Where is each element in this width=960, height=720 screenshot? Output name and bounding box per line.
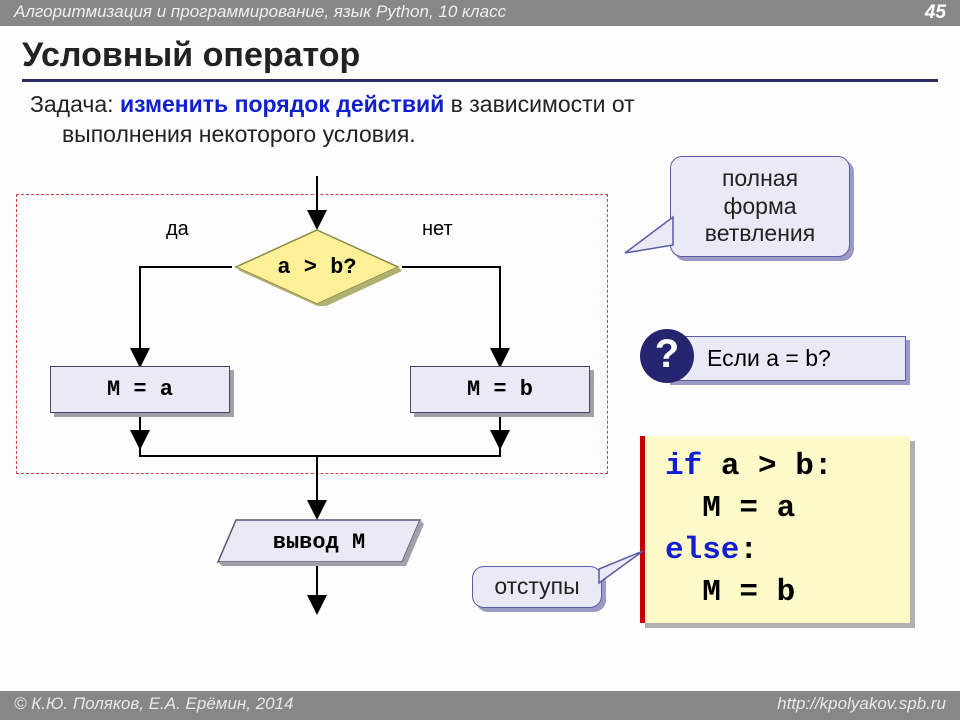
yes-label: да: [166, 218, 189, 241]
header-bar: Алгоритмизация и программирование, язык …: [0, 0, 960, 26]
course-title: Алгоритмизация и программирование, язык …: [14, 2, 506, 21]
page-number: 45: [925, 2, 946, 24]
flowchart: a > b? да нет M = a M = b вывод M: [10, 176, 620, 646]
process-left: M = a: [50, 366, 230, 413]
question-mark-icon: ?: [640, 329, 694, 383]
output-node: вывод M: [214, 518, 424, 566]
code-block: if a > b: M = a else: M = b: [640, 436, 910, 623]
callout-tail-icon: [623, 215, 675, 255]
footer-url: http://kpolyakov.spb.ru: [777, 694, 946, 714]
no-label: нет: [422, 218, 453, 241]
slide-title: Условный оператор: [22, 36, 938, 82]
task-text: Задача: изменить порядок действий в зави…: [30, 90, 938, 150]
decision-node: a > b?: [232, 228, 402, 306]
question-box: Если a = b?: [666, 336, 906, 381]
footer-authors: © К.Ю. Поляков, Е.А. Ерёмин, 2014: [14, 694, 294, 713]
slide-content: Условный оператор Задача: изменить поряд…: [0, 26, 960, 691]
footer-bar: © К.Ю. Поляков, Е.А. Ерёмин, 2014 http:/…: [0, 691, 960, 720]
callout-full-branch: полная форма ветвления: [670, 156, 850, 257]
process-right: M = b: [410, 366, 590, 413]
